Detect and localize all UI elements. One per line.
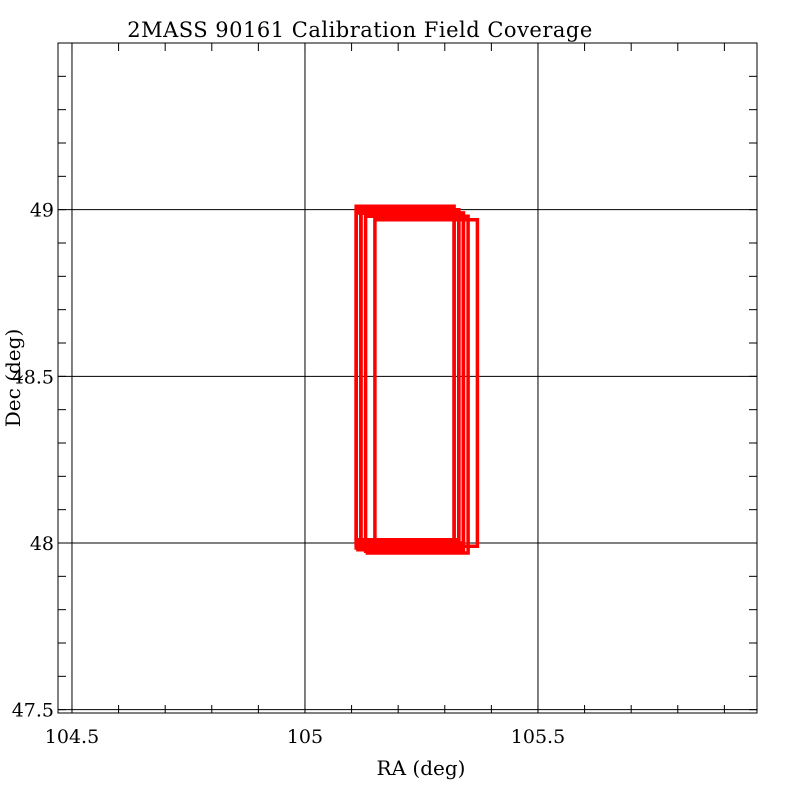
coverage-footprint — [354, 207, 461, 552]
x-tick-label: 105 — [287, 726, 323, 748]
y-tick-label: 48.5 — [12, 366, 54, 388]
plot-area: 104.5 105 105.5 47.5 48 48.5 49 — [12, 42, 758, 748]
x-tick-label: 105.5 — [511, 726, 565, 748]
coverage-footprint — [359, 211, 466, 545]
coverage-footprint — [354, 207, 461, 549]
x-axis-label: RA (deg) — [377, 756, 466, 780]
coverage-footprint — [354, 204, 456, 545]
y-tick-label: 49 — [30, 200, 54, 222]
y-tick-label: 47.5 — [12, 700, 54, 722]
x-tick-label: 104.5 — [45, 726, 99, 748]
y-tick-label: 48 — [30, 533, 54, 555]
y-axis-label: Dec (deg) — [1, 329, 25, 427]
coverage-footprint — [363, 214, 470, 555]
plot-frame — [57, 42, 758, 714]
chart-title: 2MASS 90161 Calibration Field Coverage — [127, 18, 593, 42]
coverage-footprint — [354, 207, 456, 549]
